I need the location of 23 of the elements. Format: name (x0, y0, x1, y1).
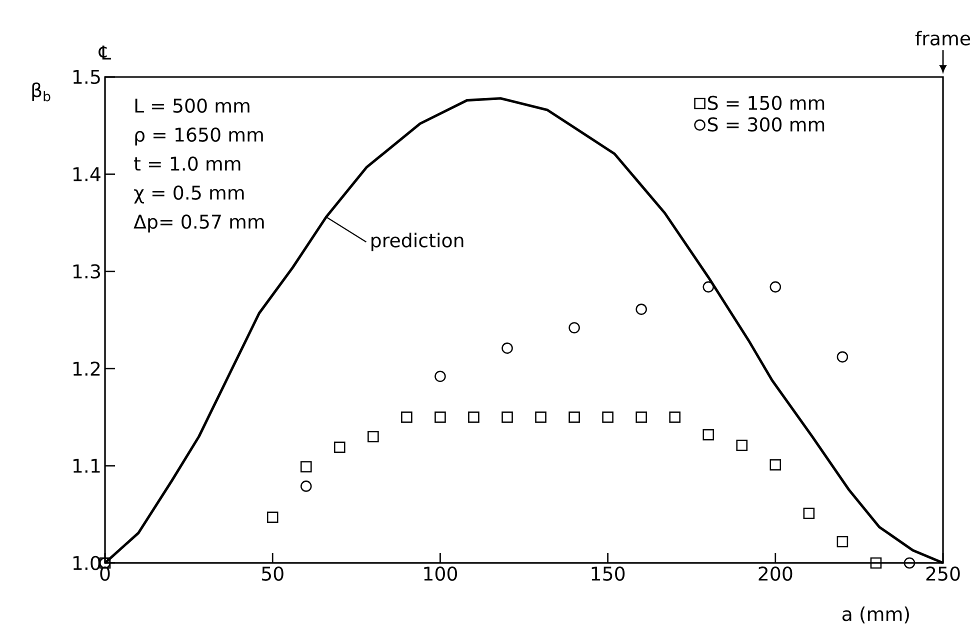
y-tick-label: 1.4 (73, 167, 100, 182)
x-tick-label: 200 (758, 566, 792, 581)
x-tick-label: 250 (926, 566, 960, 581)
legend-label: S = 300 mm (708, 117, 824, 132)
y-tick-label: 1.3 (73, 264, 100, 279)
x-tick-label: 50 (262, 566, 284, 581)
x-tick-label: 100 (424, 566, 458, 581)
annotation: prediction (372, 232, 464, 252)
y-tick-label: 1.2 (73, 362, 100, 376)
text: frame (915, 30, 970, 46)
y-tick-label: 1.1 (73, 458, 100, 473)
y-tick-label: 1.5 (73, 70, 100, 84)
annotation: χ = 0.5 mm (134, 186, 244, 204)
y-tick-label: 1.0 (73, 556, 100, 570)
y-axis-title: β$_{b}$ (32, 82, 50, 102)
annotation: t = 1.0 mm (134, 156, 240, 171)
annotation: Δp= 0.57 mm (134, 214, 264, 232)
text: ℄ (98, 46, 111, 60)
x-tick-label: 150 (592, 566, 625, 581)
annotation: L = 500 mm (135, 98, 250, 113)
legend-label: S = 150 mm (708, 96, 824, 110)
x-axis-title: a (mm) (842, 606, 909, 624)
annotation: ρ = 1650 mm (135, 128, 263, 146)
